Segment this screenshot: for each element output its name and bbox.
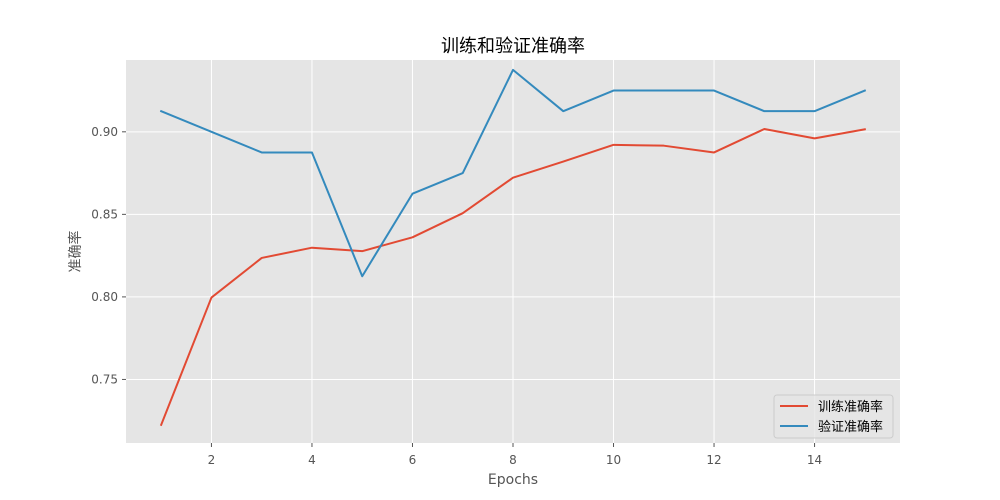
y-tick-label: 0.90: [91, 125, 118, 139]
x-axis-label: Epochs: [488, 472, 538, 488]
x-tick-label: 10: [606, 453, 621, 467]
legend: 训练准确率 验证准确率: [773, 394, 894, 439]
x-tick-label: 8: [509, 453, 517, 467]
series-lines: [159, 68, 867, 427]
y-tick-label: 0.85: [91, 207, 118, 221]
y-axis-label: 准确率: [67, 231, 84, 273]
chart-title: 训练和验证准确率: [441, 36, 585, 57]
grid-lines: [126, 60, 900, 443]
x-tick-label: 2: [208, 453, 216, 467]
y-tick-label: 0.80: [91, 290, 118, 304]
series-line-val: [159, 68, 867, 278]
x-tick-label: 12: [706, 453, 721, 467]
x-tick-label: 14: [807, 453, 822, 467]
legend-label-val: 验证准确率: [818, 419, 883, 435]
x-tick-label: 4: [308, 453, 316, 467]
legend-label-train: 训练准确率: [818, 399, 883, 415]
y-tick-label: 0.75: [91, 372, 118, 386]
x-tick-label: 6: [409, 453, 417, 467]
series-line-train: [159, 128, 866, 427]
axis-ticks: 2 4 6 8 10 12 14 0.75 0.80 0.85 0.90: [91, 125, 822, 467]
